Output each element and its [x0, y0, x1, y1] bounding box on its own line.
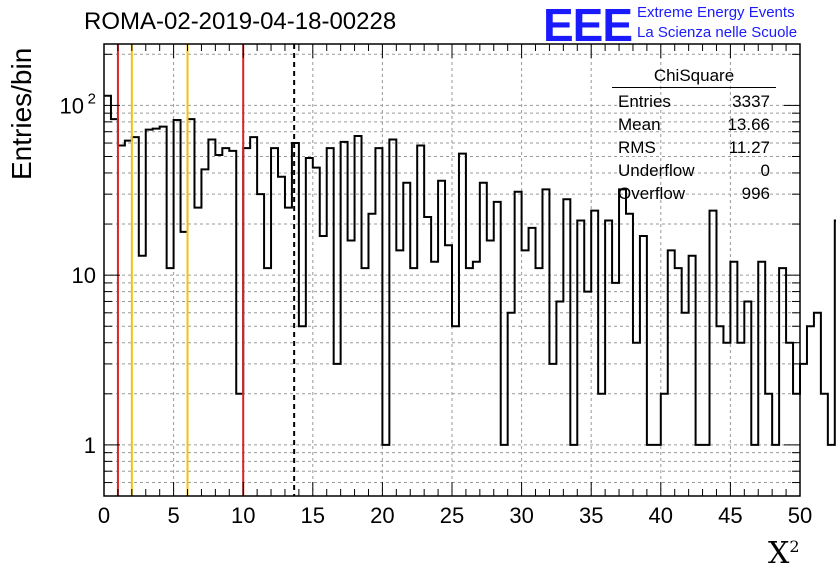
x-tick-label: 20 [370, 503, 394, 528]
y-tick-label: 1 [84, 433, 96, 458]
x-axis-label-base: X [768, 536, 790, 571]
x-tick-label: 35 [579, 503, 603, 528]
stats-label: Underflow [618, 161, 695, 180]
x-tick-label: 0 [98, 503, 110, 528]
stats-label: Overflow [618, 184, 686, 203]
x-tick-label: 15 [301, 503, 325, 528]
stats-value: 3337 [732, 92, 770, 111]
y-tick-label-exponent: 2 [88, 90, 96, 107]
y-axis-label: Entries/bin [6, 47, 37, 180]
x-tick-label: 40 [649, 503, 673, 528]
eee-logo: EEE [543, 0, 633, 51]
stats-row-overflow: Overflow 996 [612, 182, 776, 205]
x-tick-label: 45 [718, 503, 742, 528]
stats-label: Mean [618, 115, 661, 134]
stats-value: 0 [760, 161, 770, 180]
stats-label: RMS [618, 138, 656, 157]
stats-box: ChiSquare Entries 3337 Mean 13.66 RMS 11.27… [612, 66, 776, 205]
stats-box-title: ChiSquare [612, 66, 776, 88]
x-axis-label: X2 [768, 536, 800, 571]
stats-value: 13.66 [727, 115, 770, 134]
x-tick-label: 5 [167, 503, 179, 528]
stats-row-underflow: Underflow 0 [612, 159, 776, 182]
y-tick-label: 10 [72, 263, 96, 288]
y-tick-label: 10 [60, 93, 84, 118]
stats-label: Entries [618, 92, 671, 111]
stats-row-mean: Mean 13.66 [612, 113, 776, 136]
x-tick-label: 30 [509, 503, 533, 528]
logo-line-1: Extreme Energy Events [637, 4, 795, 21]
x-axis-label-sup: 2 [789, 537, 800, 556]
chart-title: ROMA-02-2019-04-18-00228 [84, 8, 397, 35]
logo-line-2: La Scienza nelle Scuole [637, 24, 798, 41]
x-tick-label: 50 [788, 503, 812, 528]
stats-row-rms: RMS 11.27 [612, 136, 776, 159]
x-tick-label: 10 [231, 503, 255, 528]
x-tick-label: 25 [440, 503, 464, 528]
histogram-line [104, 94, 836, 446]
stats-value: 996 [741, 184, 770, 203]
stats-row-entries: Entries 3337 [612, 90, 776, 113]
stats-value: 11.27 [728, 138, 770, 157]
